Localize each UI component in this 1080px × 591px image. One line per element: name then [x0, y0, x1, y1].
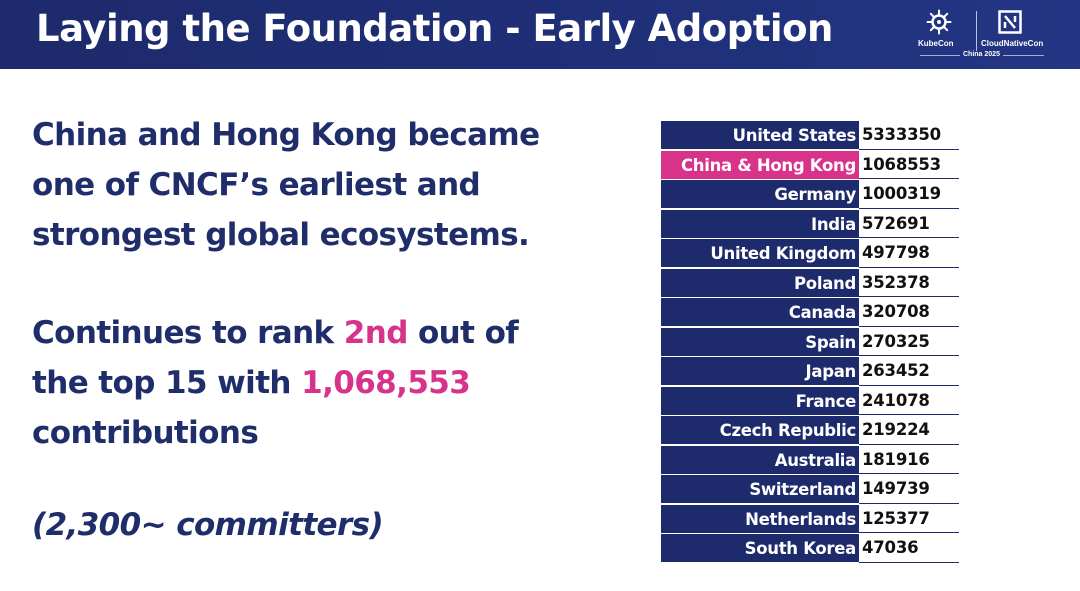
country-cell: Czech Republic	[661, 416, 859, 444]
ecosystem-statement: China and Hong Kong became one of CNCF’s…	[32, 110, 632, 260]
contribution-value-cell: 47036	[859, 533, 959, 563]
table-row: Poland 352378	[661, 268, 959, 297]
contribution-value-cell: 125377	[859, 504, 959, 533]
slide-title: Laying the Foundation - Early Adoption	[36, 7, 833, 50]
contribution-value-cell: 181916	[859, 445, 959, 474]
event-logo: KubeCon CloudNativeCon China 2025	[918, 7, 1048, 63]
table-row: Netherlands 125377	[661, 504, 959, 533]
table-row: United States 5333350	[661, 120, 959, 150]
table-row: Czech Republic 219224	[661, 415, 959, 445]
table-row: Spain 270325	[661, 327, 959, 356]
table-row: South Korea 47036	[661, 533, 959, 563]
country-cell: Poland	[661, 268, 859, 297]
rank-line-1: Continues to rank 2nd out of	[32, 308, 632, 358]
cncf-icon	[998, 10, 1022, 34]
country-cell: Japan	[661, 357, 859, 385]
top15-text: the top 15 with	[32, 365, 302, 401]
contributions-table: United States 5333350 China & Hong Kong 106…	[661, 120, 959, 563]
rank-statement: Continues to rank 2nd out of the top 15 …	[32, 308, 632, 458]
edition-label: China 2025	[960, 51, 1003, 58]
table-row: France 241078	[661, 386, 959, 415]
table-row: United Kingdom 497798	[661, 238, 959, 268]
kubernetes-helm-icon	[926, 9, 952, 35]
country-cell: United Kingdom	[661, 239, 859, 267]
contribution-value-cell: 149739	[859, 474, 959, 504]
cloudnativecon-label: CloudNativeCon	[981, 39, 1044, 48]
contributions-highlight: 1,068,553	[301, 365, 471, 401]
country-cell: Canada	[661, 298, 859, 326]
contribution-value-cell: 219224	[859, 415, 959, 445]
contribution-value-cell: 320708	[859, 297, 959, 327]
header-bar: Laying the Foundation - Early Adoption K…	[0, 0, 1080, 69]
kubecon-label: KubeCon	[918, 39, 954, 48]
committers-note: (2,300~ committers)	[32, 507, 384, 543]
contribution-value-cell: 241078	[859, 386, 959, 415]
rank-line-2: the top 15 with 1,068,553	[32, 358, 632, 408]
contribution-value-cell: 572691	[859, 209, 959, 238]
country-cell: United States	[661, 121, 859, 149]
country-cell: India	[661, 209, 859, 238]
country-cell: China & Hong Kong	[661, 150, 859, 179]
statement-line-3: strongest global ecosystems.	[32, 217, 530, 253]
country-cell: South Korea	[661, 534, 859, 562]
contribution-value-cell: 263452	[859, 356, 959, 386]
contribution-value-cell: 270325	[859, 327, 959, 356]
table-row: India 572691	[661, 209, 959, 238]
country-cell: Australia	[661, 445, 859, 474]
country-cell: France	[661, 386, 859, 415]
logo-divider	[976, 11, 977, 53]
rank-line-3: contributions	[32, 415, 259, 451]
table-row: China & Hong Kong 1068553	[661, 150, 959, 179]
statement-line-2: one of CNCF’s earliest and	[32, 167, 481, 203]
rank-highlight: 2nd	[343, 315, 409, 351]
country-cell: Netherlands	[661, 504, 859, 533]
contribution-value-cell: 5333350	[859, 120, 959, 150]
contribution-value-cell: 1068553	[859, 150, 959, 179]
table-row: Australia 181916	[661, 445, 959, 474]
table-row: Canada 320708	[661, 297, 959, 327]
contribution-value-cell: 497798	[859, 238, 959, 268]
table-row: Switzerland 149739	[661, 474, 959, 504]
statement-line-1: China and Hong Kong became	[32, 117, 540, 153]
rank-text-prefix: Continues to rank	[32, 315, 344, 351]
contribution-value-cell: 1000319	[859, 179, 959, 209]
country-cell: Switzerland	[661, 475, 859, 503]
country-cell: Germany	[661, 180, 859, 208]
table-row: Japan 263452	[661, 356, 959, 386]
country-cell: Spain	[661, 327, 859, 356]
rank-text-suffix: out of	[407, 315, 519, 351]
table-row: Germany 1000319	[661, 179, 959, 209]
contribution-value-cell: 352378	[859, 268, 959, 297]
